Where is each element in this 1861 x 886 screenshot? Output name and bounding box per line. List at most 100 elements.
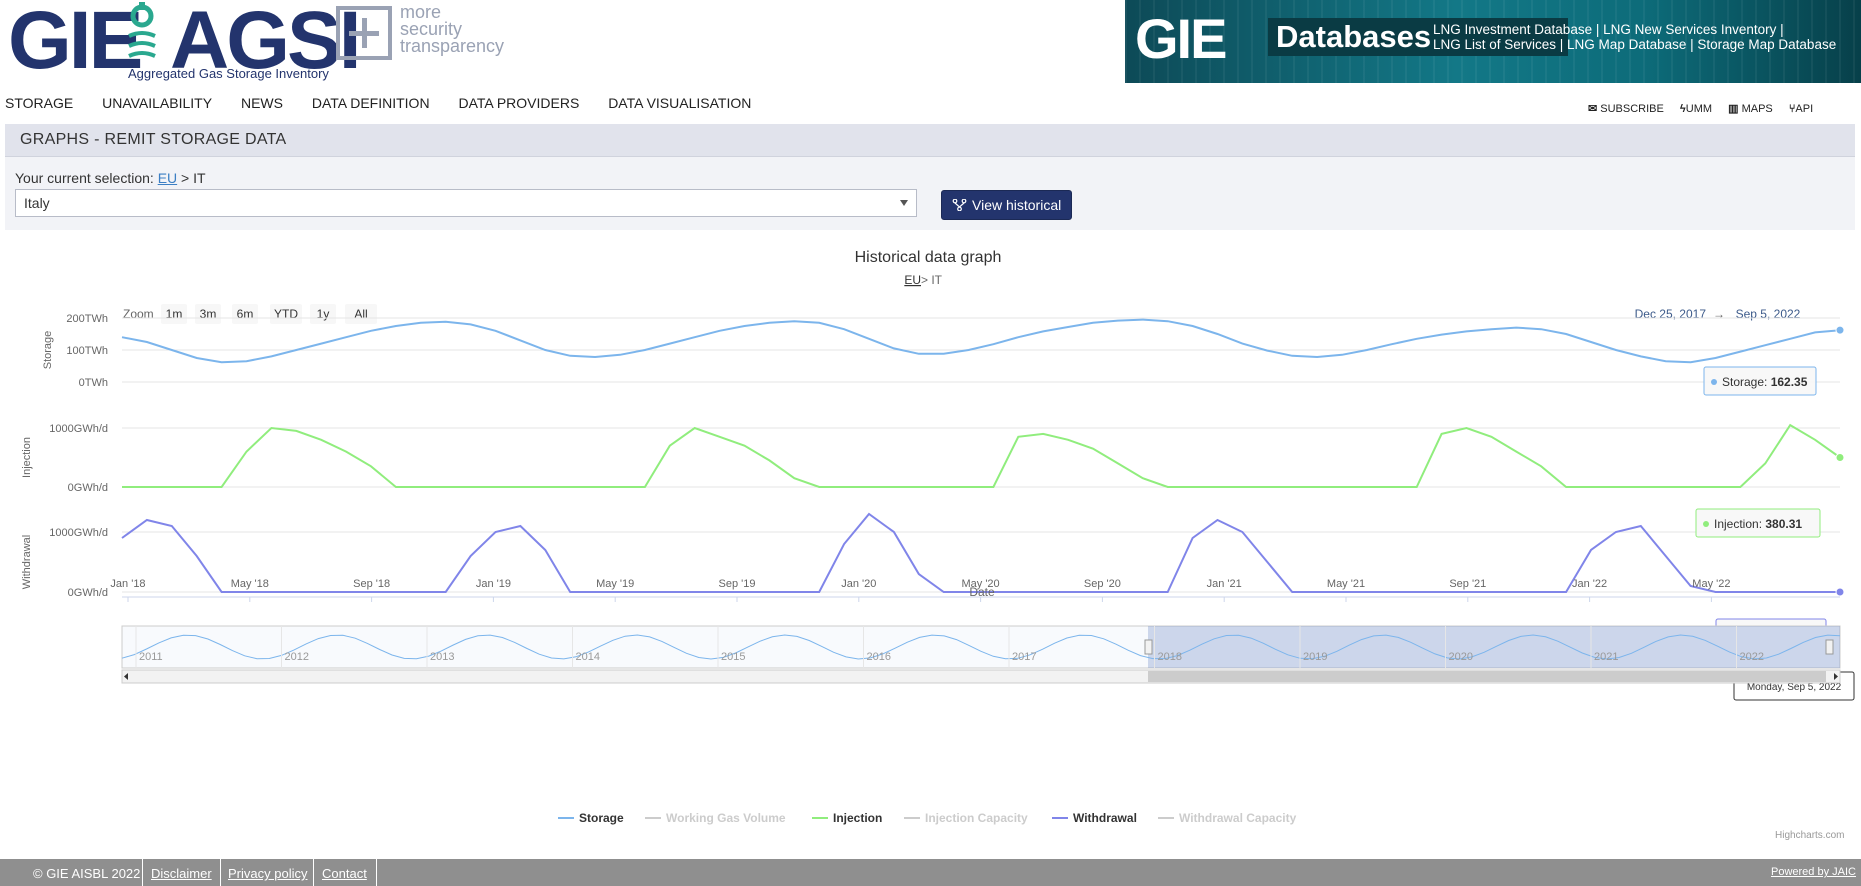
legend-item-injection[interactable]: Injection (812, 811, 882, 825)
series-line-storage[interactable] (121, 318, 1841, 364)
main-nav: STORAGE UNAVAILABILITY NEWS DATA DEFINIT… (5, 95, 776, 111)
y-tick-label: 1000GWh/d (49, 527, 108, 539)
zoom-button-ytd[interactable] (270, 304, 302, 324)
x-tick-label: May '22 (1692, 578, 1730, 590)
zoom-label: Zoom (123, 307, 154, 321)
legend-label: Withdrawal (1073, 811, 1137, 825)
nav-item-unavailability[interactable]: UNAVAILABILITY (102, 95, 213, 111)
tooltip-date-label: Monday, Sep 5, 2022 (1747, 682, 1842, 693)
zoom-controls: Zoom 1m 3m 6m YTD 1y All (123, 304, 377, 324)
y-tick-label: 0GWh/d (68, 482, 108, 494)
zoom-button-1m[interactable] (161, 304, 187, 324)
zoom-button-6m[interactable] (232, 304, 258, 324)
navigator-year-label: 2019 (1303, 651, 1327, 663)
view-historical-label: View historical (972, 197, 1062, 213)
x-tick-label: Jan '22 (1572, 578, 1607, 590)
banner-links[interactable]: LNG Investment Database | LNG New Servic… (1433, 22, 1836, 52)
legend-item-storage[interactable]: Storage (558, 811, 624, 825)
databases-banner[interactable]: GIE Databases LNG Investment Database | … (1125, 0, 1861, 83)
selection-eu-link[interactable]: EU (157, 170, 178, 186)
banner-links-line[interactable]: LNG List of Services | LNG Map Database … (1433, 37, 1837, 52)
tagline-line: more (400, 2, 442, 22)
nav-item-data-providers[interactable]: DATA PROVIDERS (458, 95, 580, 111)
x-tick-label: Jan '20 (841, 578, 876, 590)
x-tick-label: Jan '19 (476, 578, 511, 590)
navigator-year-label: 2017 (1012, 651, 1036, 663)
maps-link[interactable]: ▥ MAPS (1728, 103, 1773, 115)
navigator[interactable]: 2011 2012 2013 2014 2015 2016 2017 2018 2019 2020… (121, 625, 1841, 684)
x-tick-label: May '18 (231, 578, 269, 590)
series-marker-injection[interactable] (1835, 453, 1845, 462)
footer-copyright: © GIE AISBL 2022 (33, 866, 141, 881)
navigator-year-label: 2014 (576, 651, 600, 663)
navigator-year-label: 2016 (867, 651, 891, 663)
zoom-button-all[interactable] (345, 304, 377, 324)
tagline: more security transparency (400, 2, 504, 55)
bolt-icon: ϟ (1679, 103, 1686, 115)
tooltip-value: 162.35 (1771, 375, 1808, 389)
legend-item-withdrawal[interactable]: Withdrawal (1052, 811, 1137, 825)
api-icon: ⑂ (1788, 103, 1796, 115)
api-link[interactable]: ⑂API (1789, 103, 1813, 115)
highcharts-credit[interactable]: Highcharts.com (1775, 830, 1845, 841)
x-tick-label: Sep '20 (1084, 578, 1121, 590)
contact-link[interactable]: Contact (322, 866, 367, 881)
legend-item-working-gas-volume[interactable]: Working Gas Volume (645, 811, 786, 825)
nav-item-news[interactable]: NEWS (240, 95, 283, 111)
tooltip-storage: Storage: 162.35 (1703, 366, 1817, 396)
tooltip-injection: Injection: 380.31 (1695, 508, 1821, 538)
series-line-withdrawal[interactable] (121, 512, 1840, 593)
powered-by-link[interactable]: Powered by JAIC (1771, 866, 1856, 878)
x-axis-title: Date (969, 585, 995, 599)
nav-item-data-visualisation[interactable]: DATA VISUALISATION (608, 95, 752, 111)
legend-item-injection-capacity[interactable]: Injection Capacity (904, 811, 1028, 825)
gie-logo-text[interactable]: GIE (8, 0, 143, 86)
navigator-handle-right[interactable] (1825, 639, 1834, 655)
umm-link[interactable]: ϟUMM (1680, 103, 1712, 115)
current-selection: Your current selection: EU > IT (15, 170, 206, 186)
agsi-logo-text[interactable]: AGSI (170, 0, 361, 86)
page-title: GRAPHS - REMIT STORAGE DATA (20, 131, 287, 148)
nav-item-storage[interactable]: STORAGE (5, 95, 74, 111)
privacy-link[interactable]: Privacy policy (228, 866, 308, 881)
zoom-button-3m[interactable] (195, 304, 221, 324)
navigator-year-label: 2022 (1740, 651, 1764, 663)
page-title-bar: GRAPHS - REMIT STORAGE DATA (5, 124, 1855, 157)
navigator-year-label: 2012 (285, 651, 309, 663)
banner-title: Databases (1268, 18, 1568, 56)
navigator-year-label: 2011 (139, 651, 163, 663)
api-label: API (1795, 103, 1814, 115)
disclaimer-link[interactable]: Disclaimer (151, 866, 212, 881)
y-tick-label: 200TWh (66, 313, 108, 325)
x-tick-label: Jan '18 (110, 578, 145, 590)
y-axis-title: Withdrawal (21, 535, 33, 589)
scroll-right-arrow-icon[interactable] (1834, 673, 1838, 680)
envelope-icon: ✉ (1588, 103, 1598, 115)
zoom-button-label: YTD (274, 307, 298, 321)
zoom-button-1y[interactable] (310, 304, 336, 324)
navigator-year-label: 2013 (430, 651, 454, 663)
series-line-injection[interactable] (122, 423, 1841, 488)
scroll-left-arrow-icon[interactable] (124, 673, 128, 680)
footer-separator (313, 859, 314, 886)
country-select[interactable]: Italy (15, 189, 917, 217)
navigator-year-label: 2020 (1449, 651, 1473, 663)
banner-links-line[interactable]: LNG Investment Database | LNG New Servic… (1433, 22, 1784, 37)
navigator-year-label: 2018 (1158, 651, 1182, 663)
navigator-scrollbar-thumb[interactable] (1148, 671, 1826, 682)
nav-item-data-definition[interactable]: DATA DEFINITION (311, 95, 430, 111)
navigator-handle-left[interactable] (1144, 639, 1153, 655)
map-icon: ▥ (1728, 103, 1739, 115)
date-range-from[interactable]: Dec 25, 2017 (1635, 307, 1707, 321)
series-marker-withdrawal[interactable] (1835, 587, 1845, 597)
date-range-to[interactable]: Sep 5, 2022 (1736, 307, 1801, 321)
legend-item-withdrawal-capacity[interactable]: Withdrawal Capacity (1158, 811, 1297, 825)
x-tick-label: Sep '18 (353, 578, 390, 590)
selection-panel: Your current selection: EU > IT Italy Vi… (5, 157, 1855, 230)
subscribe-link[interactable]: ✉ SUBSCRIBE (1588, 103, 1664, 115)
tagline-line: security (400, 19, 463, 39)
series-marker-storage[interactable] (1835, 325, 1845, 335)
view-historical-button[interactable]: View historical (941, 190, 1072, 220)
chart-subtitle-link[interactable]: EU (904, 273, 921, 287)
footer: © GIE AISBL 2022 Disclaimer Privacy poli… (0, 859, 1861, 886)
